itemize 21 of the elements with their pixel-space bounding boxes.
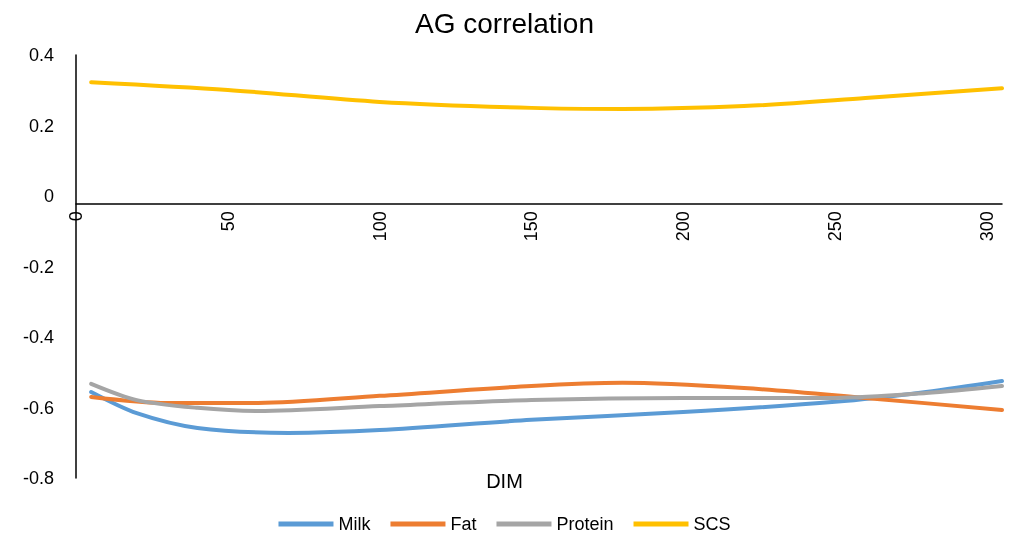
x-tick-label: 50 (217, 211, 238, 232)
legend-label: Milk (338, 514, 372, 534)
x-tick-label: 300 (976, 211, 997, 242)
x-tick-label: 200 (673, 211, 694, 242)
y-tick-label: 0 (43, 186, 54, 206)
x-tick-label: 150 (521, 211, 542, 242)
chart-title: AG correlation (415, 7, 594, 39)
legend-label: Protein (556, 514, 614, 534)
y-tick-label: -0.2 (22, 256, 54, 277)
y-tick-label: 0.4 (28, 45, 54, 65)
x-tick-label: 250 (825, 211, 846, 242)
legend-label: Fat (450, 514, 477, 534)
y-tick-label: -0.4 (22, 327, 54, 347)
y-tick-label: -0.6 (22, 397, 54, 418)
line-series (89, 80, 1004, 111)
legend-label: SCS (693, 514, 731, 534)
x-tick-label: 0 (66, 211, 86, 222)
y-tick-label: -0.8 (22, 468, 54, 488)
x-tick-label: 100 (369, 211, 390, 242)
x-axis-title: DIM (486, 470, 523, 493)
y-tick-label: 0.2 (28, 115, 54, 136)
